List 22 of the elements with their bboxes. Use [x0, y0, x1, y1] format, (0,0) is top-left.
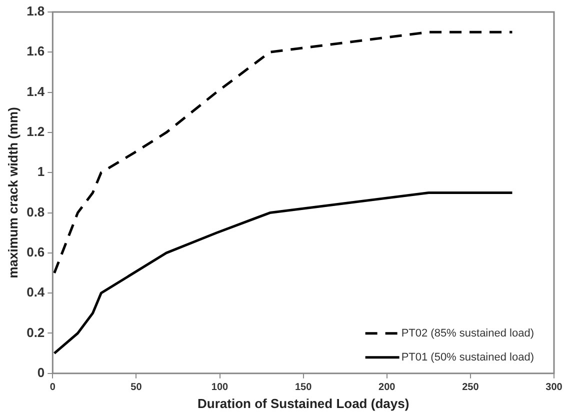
x-tick-label: 100: [211, 382, 229, 394]
legend-label: PT01 (50% sustained load): [401, 351, 534, 364]
y-tick-label: 1.2: [26, 124, 45, 140]
legend-label: PT02 (85% sustained load): [401, 327, 534, 340]
x-tick-label: 50: [130, 382, 142, 394]
x-tick-label: 150: [294, 382, 312, 394]
x-tick-label: 200: [378, 382, 396, 394]
x-tick-label: 250: [462, 382, 480, 394]
y-tick-label: 0.8: [26, 204, 45, 220]
x-axis-title: Duration of Sustained Load (days): [198, 396, 410, 411]
y-tick-label: 1.6: [26, 44, 45, 59]
x-tick-label: 0: [50, 382, 56, 394]
y-axis-title: maximum crack width (mm): [5, 107, 20, 278]
y-tick-label: 1: [37, 164, 45, 180]
y-tick-label: 1.8: [26, 4, 45, 19]
y-tick-label: 0: [37, 364, 45, 380]
y-tick-label: 1.4: [26, 84, 46, 99]
y-tick-label: 0.2: [26, 324, 45, 340]
y-tick-label: 0.6: [26, 244, 45, 260]
line-series: [53, 30, 514, 274]
x-tick-label: 300: [546, 382, 563, 394]
y-tick-label: 0.4: [26, 284, 46, 300]
